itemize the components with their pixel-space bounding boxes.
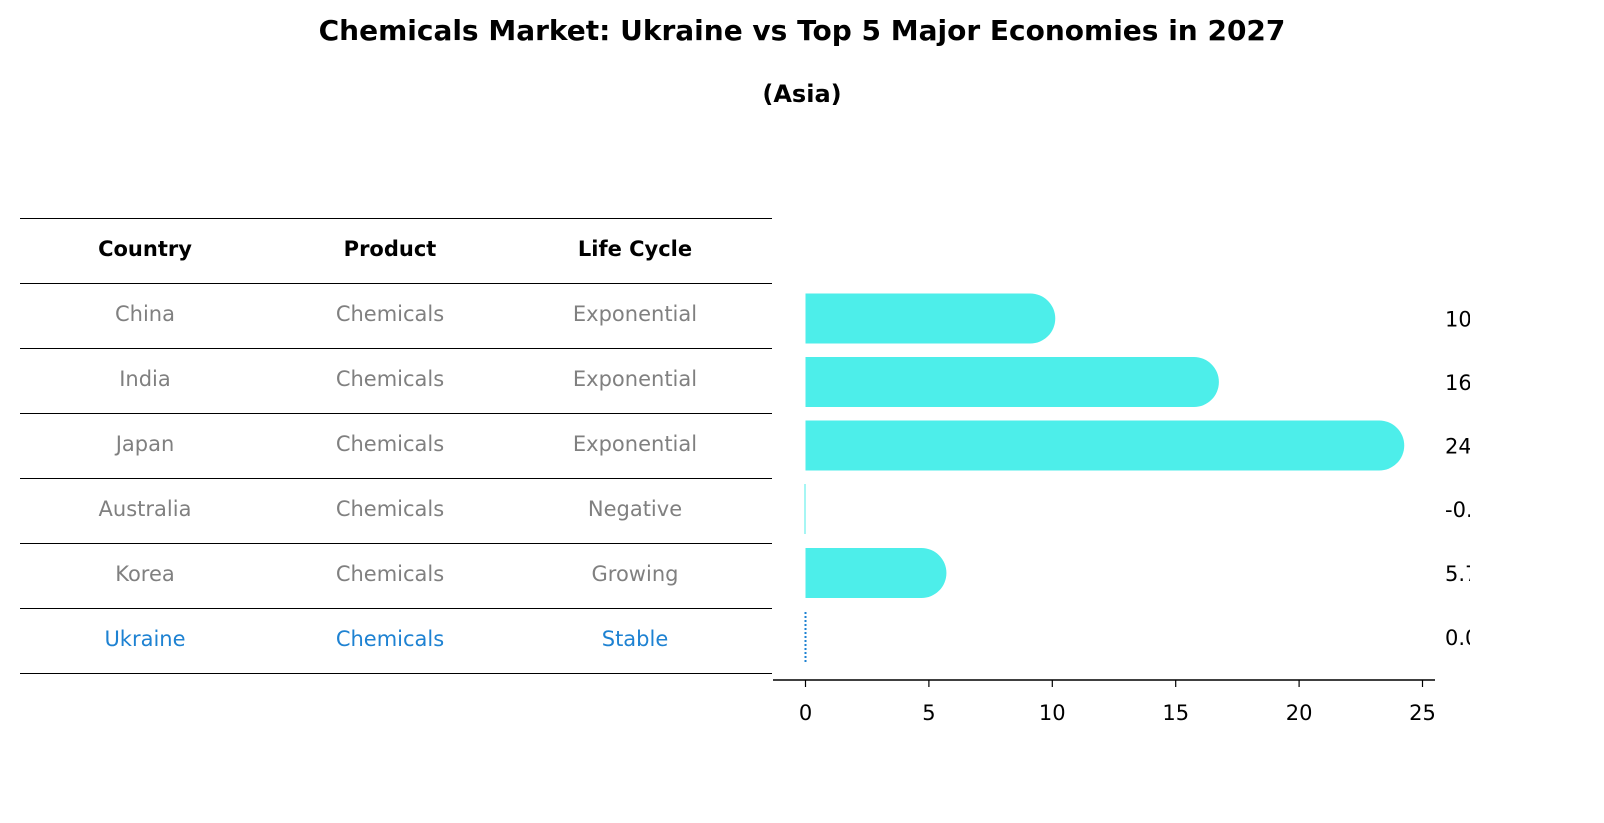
table-cell: Chemicals <box>335 302 445 326</box>
value-label: 0.01% <box>1445 626 1470 650</box>
chart-title: Chemicals Market: Ukraine vs Top 5 Major… <box>318 14 1286 47</box>
table-cell: India <box>119 367 171 391</box>
bar <box>804 484 806 534</box>
table-cell: Exponential <box>572 367 698 391</box>
table-cell: Chemicals <box>335 627 445 651</box>
value-label: 5.71% <box>1445 562 1470 586</box>
table-header-cell: Life Cycle <box>577 237 693 261</box>
bar-chart: 10.12% 16.75% 24.26% -0.02% 5.71% 0.01% 0 5 10 15… <box>773 293 1470 725</box>
table-cell: Negative <box>587 497 683 521</box>
table-cell: Japan <box>115 432 175 456</box>
table-cell: Australia <box>98 497 192 521</box>
table-cell: Chemicals <box>335 432 445 456</box>
value-label: 24.26% <box>1445 435 1470 459</box>
table-rule <box>20 673 772 674</box>
table-cell: Exponential <box>572 432 698 456</box>
bar <box>805 357 1219 407</box>
x-tick-label: 5 <box>922 701 935 725</box>
x-tick-label: 25 <box>1409 701 1436 725</box>
bar <box>805 293 1056 344</box>
table-rule <box>20 478 772 479</box>
table-header-cell: Product <box>343 237 437 261</box>
table-rule <box>20 283 772 284</box>
x-tick-label: 10 <box>1039 701 1066 725</box>
x-tick-label: 0 <box>799 701 812 725</box>
table-cell: Korea <box>115 562 175 586</box>
table-rule <box>20 218 772 219</box>
table-rule <box>20 543 772 544</box>
table-cell: Exponential <box>572 302 698 326</box>
value-label: -0.02% <box>1445 498 1470 522</box>
table-rule <box>20 608 772 609</box>
table-cell: Growing <box>591 562 679 586</box>
chart-subtitle: (Asia) <box>762 80 842 108</box>
x-tick-label: 20 <box>1286 701 1313 725</box>
x-tick-label: 15 <box>1162 701 1189 725</box>
table-cell: Chemicals <box>335 497 445 521</box>
table-cell: Chemicals <box>335 367 445 391</box>
table-header-cell: Country <box>98 237 192 261</box>
table-cell: Ukraine <box>104 627 186 651</box>
table-cell: China <box>115 302 175 326</box>
value-label: 10.12% <box>1445 308 1470 332</box>
bar <box>805 548 947 598</box>
value-label: 16.75% <box>1445 371 1470 395</box>
table-cell: Stable <box>601 627 669 651</box>
bar <box>805 420 1405 471</box>
table-rule <box>20 348 772 349</box>
table-rule <box>20 413 772 414</box>
table-cell: Chemicals <box>335 562 445 586</box>
